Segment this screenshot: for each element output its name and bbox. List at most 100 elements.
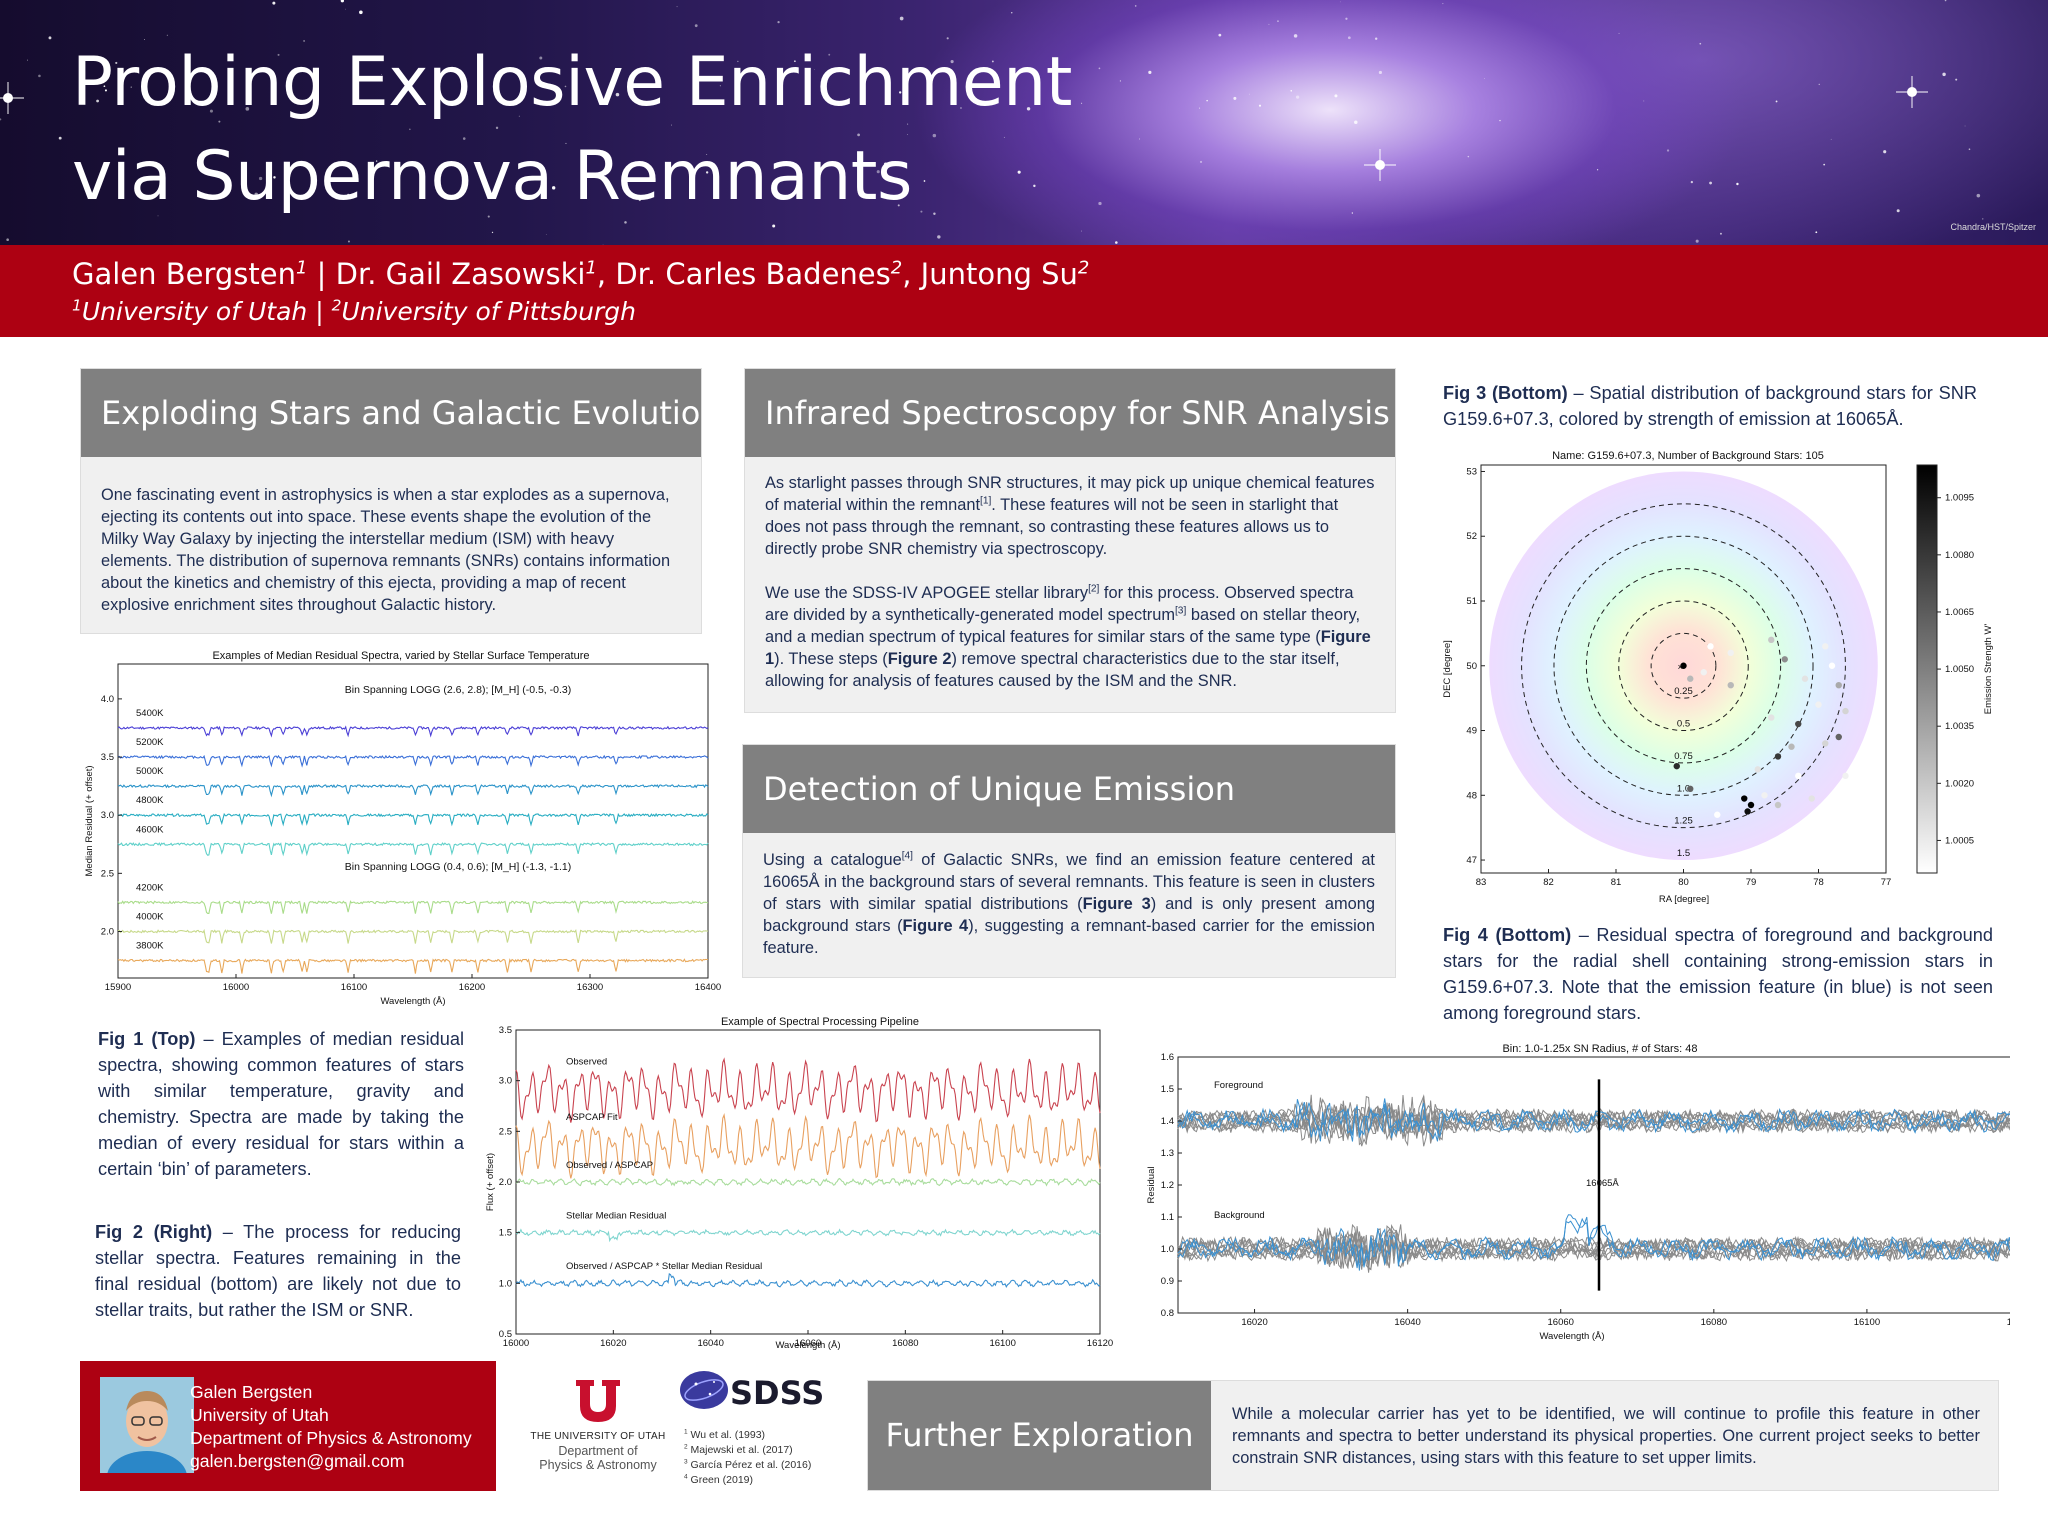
- star-point: [1815, 701, 1822, 708]
- star: [950, 60, 954, 64]
- fig3-chart: Name: G159.6+07.3, Number of Background …: [1442, 450, 1994, 905]
- star: [694, 24, 698, 28]
- series-label: Stellar Median Residual: [566, 1211, 666, 1222]
- star: [857, 133, 860, 137]
- figure-2-pipeline: Example of Spectral Processing Pipeline …: [478, 1014, 1124, 1354]
- y-tick-label: 1.0: [499, 1278, 512, 1289]
- star: [1290, 90, 1293, 92]
- x-tick-label: 79: [1746, 877, 1757, 888]
- group-label-background: Background: [1214, 1210, 1265, 1221]
- utah-dept: Department of Physics & Astronomy: [539, 1444, 657, 1472]
- x-tick-label: 16040: [1394, 1317, 1420, 1328]
- star: [1690, 180, 1693, 184]
- star: [671, 124, 672, 126]
- caption-fig2: Fig 2 (Right) – The process for reducing…: [95, 1222, 461, 1320]
- radius-ring: [1585, 568, 1782, 764]
- star-spike: [1896, 76, 1928, 108]
- star: [772, 224, 776, 228]
- star: [876, 170, 880, 174]
- series-label: 4200K: [136, 882, 164, 893]
- star: [1823, 163, 1826, 166]
- star: [1955, 78, 1958, 81]
- center-marker: ×: [1678, 662, 1684, 673]
- section-body: While a molecular carrier has yet to be …: [1232, 1405, 1980, 1467]
- y-tick-label: 1.0: [1161, 1244, 1174, 1255]
- star-point: [1700, 669, 1707, 676]
- star: [602, 244, 604, 245]
- star: [1218, 33, 1222, 37]
- figure-3-spatial: Name: G159.6+07.3, Number of Background …: [1436, 448, 1996, 908]
- star: [487, 215, 490, 218]
- star: [1830, 138, 1832, 140]
- colorbar-tick-label: 1.0020: [1945, 778, 1974, 789]
- star-point: [1744, 808, 1751, 815]
- star: [719, 85, 721, 87]
- star-point: [1727, 681, 1734, 689]
- series-line: [515, 1057, 1101, 1123]
- paragraph: As starlight passes through SNR structur…: [765, 474, 1375, 558]
- star: [258, 176, 263, 181]
- x-tick-label: 16100: [341, 982, 367, 993]
- star-point: [1741, 795, 1748, 802]
- star: [1233, 96, 1237, 100]
- star: [439, 95, 443, 98]
- star: [1033, 184, 1036, 188]
- star: [209, 109, 213, 113]
- star: [1883, 150, 1887, 154]
- star: [794, 60, 796, 62]
- star: [937, 235, 941, 239]
- star: [1942, 72, 1946, 77]
- star: [933, 212, 936, 215]
- star: [103, 85, 106, 88]
- star: [1736, 182, 1739, 186]
- star: [1596, 169, 1599, 171]
- section-detection: Detection of Unique Emission Using a cat…: [742, 744, 1396, 978]
- series-line: [117, 928, 709, 944]
- x-axis-label: Wavelength (Å): [775, 1340, 840, 1351]
- star: [615, 92, 620, 97]
- author-1: Galen Bergsten: [72, 257, 296, 291]
- x-tick-label: 16300: [577, 982, 603, 993]
- star: [932, 133, 937, 138]
- series-line: [515, 1112, 1101, 1179]
- star: [1293, 34, 1298, 38]
- star: [1618, 32, 1620, 35]
- author-4: Juntong Su: [920, 257, 1078, 291]
- star-point: [1822, 643, 1829, 650]
- x-tick-label: 16080: [1701, 1317, 1727, 1328]
- series-label: Observed / ASPCAP * Stellar Median Resid…: [566, 1261, 762, 1272]
- star: [777, 21, 780, 24]
- sdss-logo: SDSS: [678, 1366, 828, 1416]
- colorbar: [1916, 464, 1938, 874]
- star: [676, 6, 678, 8]
- star: [706, 154, 708, 155]
- star-point: [1801, 675, 1809, 682]
- star: [624, 221, 627, 224]
- x-tick-label: 81: [1611, 877, 1622, 888]
- contact-email[interactable]: galen.bergsten@gmail.com: [190, 1451, 405, 1471]
- star: [897, 204, 900, 207]
- vline-label: 16065Å: [1586, 1178, 1619, 1189]
- group-label-foreground: Foreground: [1214, 1080, 1263, 1091]
- colorbar-tick-label: 1.0095: [1945, 493, 1974, 504]
- series-label: 5200K: [136, 737, 164, 748]
- x-tick-label: 16400: [695, 982, 721, 993]
- star: [991, 60, 994, 63]
- star: [1098, 67, 1101, 70]
- star: [347, 193, 350, 197]
- star: [1374, 37, 1378, 40]
- star: [1277, 20, 1279, 23]
- x-tick-label: 16200: [459, 982, 485, 993]
- sdss-text: SDSS: [730, 1374, 824, 1412]
- star-point: [1828, 662, 1836, 669]
- star: [883, 162, 888, 167]
- star: [899, 16, 904, 21]
- section-heading: Exploding Stars and Galactic Evolution: [81, 369, 721, 457]
- star: [1378, 70, 1382, 75]
- star: [115, 61, 118, 65]
- star: [375, 160, 378, 162]
- x-tick-label: 16000: [223, 982, 249, 993]
- series-line: [117, 754, 709, 768]
- star: [273, 176, 276, 179]
- star: [272, 1, 276, 5]
